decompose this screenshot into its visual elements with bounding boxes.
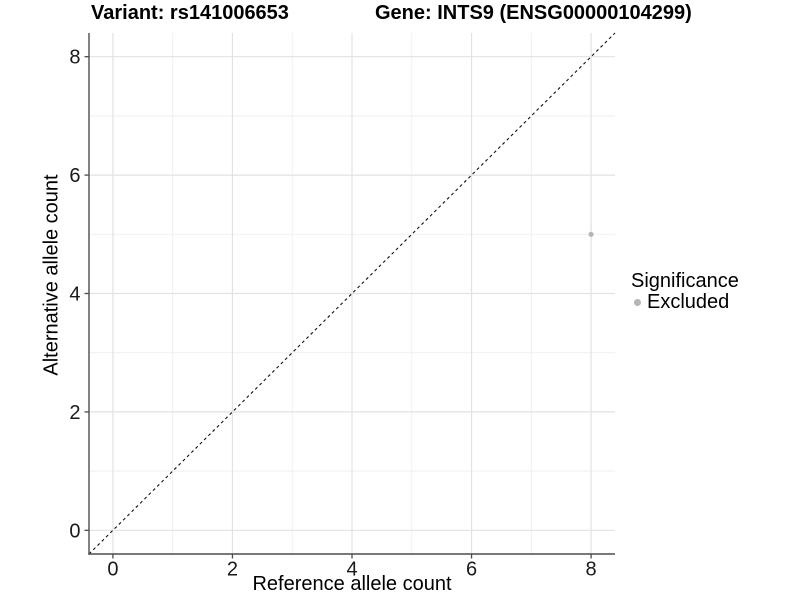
x-tick-label: 6 — [466, 559, 477, 581]
data-point — [588, 231, 594, 237]
y-tick-label: 6 — [69, 165, 80, 187]
y-tick-label: 2 — [69, 402, 80, 424]
x-tick-label: 8 — [586, 559, 597, 581]
legend-entry-label: Excluded — [647, 291, 730, 313]
plot-title-gene: Gene: INTS9 (ENSG00000104299) — [375, 2, 692, 24]
legend-title: Significance — [631, 270, 739, 292]
y-tick-label: 4 — [69, 284, 80, 306]
x-tick-label: 0 — [107, 559, 118, 581]
y-tick-label: 8 — [69, 47, 80, 69]
y-axis-title: Alternative allele count — [40, 174, 63, 376]
legend: Significance Excluded — [631, 271, 739, 313]
x-tick-label: 2 — [227, 559, 238, 581]
legend-point-icon — [634, 299, 641, 306]
legend-entry-excluded: Excluded — [631, 292, 739, 313]
plot-title-variant: Variant: rs141006653 — [91, 2, 289, 24]
y-tick-label: 0 — [69, 520, 80, 542]
x-tick-label: 4 — [346, 559, 357, 581]
x-axis-title: Reference allele count — [252, 573, 452, 595]
